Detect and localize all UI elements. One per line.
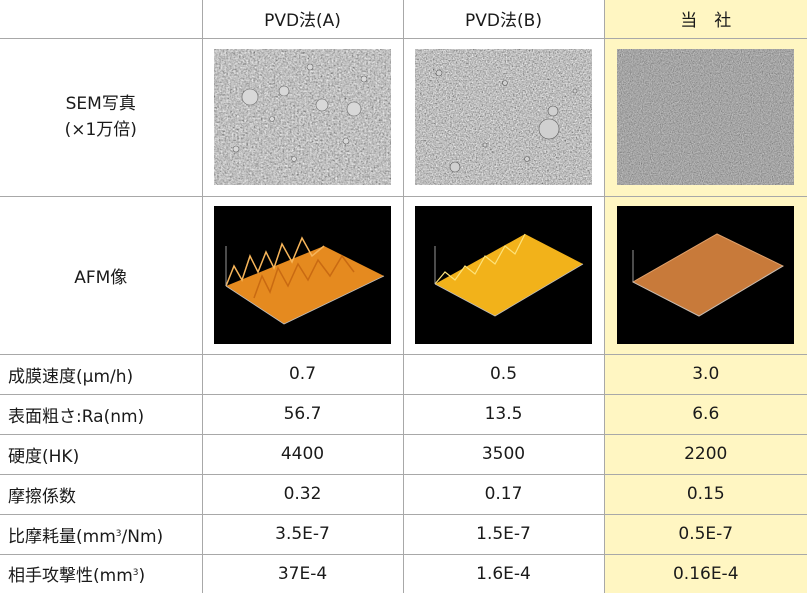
row-label-suffix: /Nm) (121, 526, 164, 547)
sem-cell-pvd-a (201, 37, 404, 197)
afm-row: AFM像 (0, 195, 807, 355)
header-pvd-b: PVD法(B) (402, 0, 605, 39)
sem-image-pvd-a (214, 49, 391, 185)
afm-label: AFM像 (0, 195, 203, 355)
row-label: 成膜速度(μm/h) (0, 353, 203, 395)
data-row: 比摩耗量(mm3/Nm) 3.5E-7 1.5E-7 0.5E-7 (0, 513, 807, 555)
sem-image-company (617, 49, 795, 185)
header-company: 当 社 (603, 0, 807, 39)
sem-label-line1: SEM写真 (65, 94, 136, 114)
afm-image-company (617, 206, 795, 344)
row-value-company: 2200 (603, 433, 807, 475)
row-label: 相手攻撃性(mm3) (0, 553, 203, 593)
row-value-pvd-a: 0.32 (201, 473, 404, 515)
row-label: 硬度(HK) (0, 433, 203, 475)
afm-cell-pvd-a (201, 195, 404, 355)
data-row: 表面粗さ:Ra(nm) 56.7 13.5 6.6 (0, 393, 807, 435)
row-label: 摩擦係数 (0, 473, 203, 515)
header-corner (0, 0, 203, 39)
afm-cell-pvd-b (402, 195, 605, 355)
data-row: 摩擦係数 0.32 0.17 0.15 (0, 473, 807, 515)
row-value-company: 0.15 (603, 473, 807, 515)
row-value-pvd-b: 0.5 (402, 353, 605, 395)
afm-cell-company (603, 195, 807, 355)
sem-cell-pvd-b (402, 37, 605, 197)
row-value-company: 0.5E-7 (603, 513, 807, 555)
row-label-sup: 3 (132, 568, 139, 579)
afm-image-pvd-a (214, 206, 391, 344)
row-label: 表面粗さ:Ra(nm) (0, 393, 203, 435)
row-label-suffix: ) (138, 566, 146, 587)
row-value-pvd-b: 1.5E-7 (402, 513, 605, 555)
afm-image-pvd-b (415, 206, 592, 344)
row-label-prefix: 相手攻撃性(mm (8, 566, 133, 587)
data-row: 相手攻撃性(mm3) 37E-4 1.6E-4 0.16E-4 (0, 553, 807, 593)
sem-cell-company (603, 37, 807, 197)
row-value-pvd-a: 56.7 (201, 393, 404, 435)
row-value-pvd-a: 0.7 (201, 353, 404, 395)
row-value-company: 6.6 (603, 393, 807, 435)
row-label: 比摩耗量(mm3/Nm) (0, 513, 203, 555)
row-value-company: 0.16E-4 (603, 553, 807, 593)
row-value-pvd-a: 4400 (201, 433, 404, 475)
row-value-pvd-b: 0.17 (402, 473, 605, 515)
sem-row: SEM写真 (×1万倍) (0, 37, 807, 197)
row-value-pvd-b: 1.6E-4 (402, 553, 605, 593)
row-value-company: 3.0 (603, 353, 807, 395)
data-row: 硬度(HK) 4400 3500 2200 (0, 433, 807, 475)
row-value-pvd-b: 3500 (402, 433, 605, 475)
row-label-prefix: 比摩耗量(mm (8, 526, 116, 547)
header-pvd-a: PVD法(A) (201, 0, 404, 39)
sem-image-pvd-b (415, 49, 592, 185)
row-label-sup: 3 (115, 528, 122, 539)
row-value-pvd-a: 3.5E-7 (201, 513, 404, 555)
sem-label: SEM写真 (×1万倍) (0, 37, 203, 197)
data-row: 成膜速度(μm/h) 0.7 0.5 3.0 (0, 353, 807, 395)
sem-label-line2: (×1万倍) (64, 120, 137, 140)
row-value-pvd-a: 37E-4 (201, 553, 404, 593)
header-row: PVD法(A) PVD法(B) 当 社 (0, 0, 807, 39)
row-value-pvd-b: 13.5 (402, 393, 605, 435)
